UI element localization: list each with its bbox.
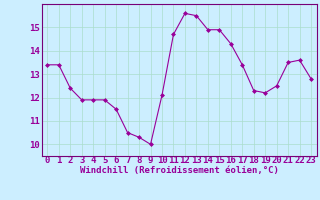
X-axis label: Windchill (Refroidissement éolien,°C): Windchill (Refroidissement éolien,°C) (80, 166, 279, 175)
